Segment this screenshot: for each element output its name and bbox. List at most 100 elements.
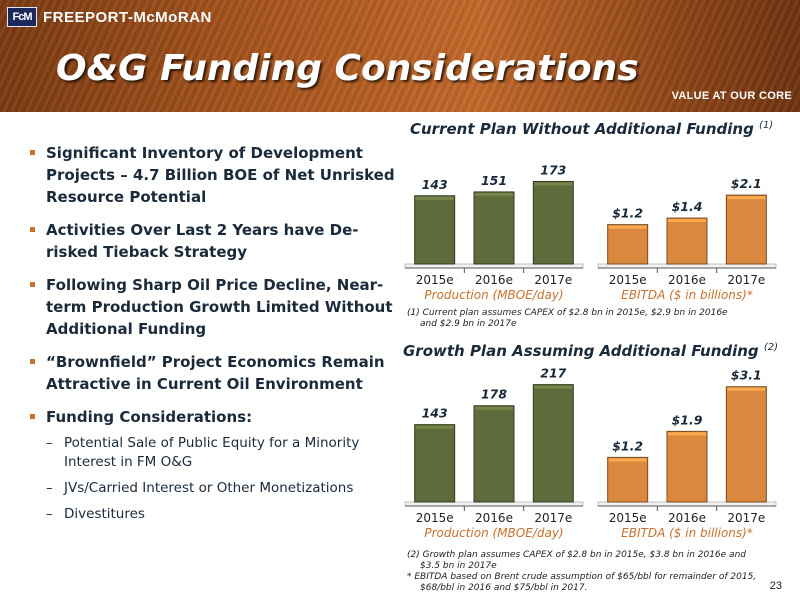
x-tick-label: 2016e <box>668 511 706 525</box>
bullet-icon <box>30 282 35 287</box>
bar <box>532 384 574 503</box>
banner-texture <box>0 0 800 112</box>
x-axis-caption: Production (MBOE/day) <box>424 526 563 540</box>
bar <box>473 405 515 503</box>
x-axis-caption: EBITDA ($ in billions)* <box>621 526 753 540</box>
data-label: $1.2 <box>612 206 643 221</box>
bar-highlight <box>415 425 454 429</box>
x-tick-label: 2015e <box>416 511 454 525</box>
bullet-item: Activities Over Last 2 Years have De-ris… <box>30 219 400 263</box>
data-label: 143 <box>422 177 448 192</box>
footnote-line: $68/bbl in 2016 and $75/bbl in 2017. <box>420 583 588 593</box>
section-title-growth: Growth Plan Assuming Additional Funding … <box>403 342 778 360</box>
bar-highlight <box>727 196 766 200</box>
bar-highlight <box>668 219 706 223</box>
bar <box>666 430 708 503</box>
footnote-current-plan: (1) Current plan assumes CAPEX of $2.8 b… <box>407 308 728 330</box>
bullet-icon <box>30 414 35 419</box>
bar <box>532 180 574 265</box>
page-number: 23 <box>769 580 782 592</box>
chart-baseline-platform <box>597 501 777 507</box>
sub-bullet-text: JVs/Carried Interest or Other Monetizati… <box>64 480 354 496</box>
section-footnote-ref: (1) <box>759 120 774 131</box>
bullet-item: Significant Inventory of Development Pro… <box>30 142 400 208</box>
footnote-line: (1) Current plan assumes CAPEX of $2.8 b… <box>407 308 728 318</box>
bar-highlight <box>534 385 573 389</box>
bullet-text: Funding Considerations: <box>46 408 253 426</box>
data-label: 143 <box>422 406 448 421</box>
sub-bullet-item: – Potential Sale of Public Equity for a M… <box>46 434 400 472</box>
bar <box>607 456 649 503</box>
data-label: $1.9 <box>672 412 703 427</box>
bar-highlight <box>475 406 513 410</box>
data-label: 151 <box>481 173 507 188</box>
bar-highlight <box>415 196 454 200</box>
x-tick-label: 2016e <box>668 273 706 287</box>
bar-highlight <box>608 225 647 229</box>
x-tick-label: 2015e <box>609 511 647 525</box>
footnote-line: * EBITDA based on Brent crude assumption… <box>407 572 757 582</box>
footnote-growth-plan: (2) Growth plan assumes CAPEX of $2.8 bn… <box>407 550 756 594</box>
bullet-icon <box>30 150 35 155</box>
bar <box>607 224 649 265</box>
bar-highlight <box>608 458 647 462</box>
bar <box>473 191 515 265</box>
sub-bullet-list: – Potential Sale of Public Equity for a M… <box>46 434 400 524</box>
bullet-text: Activities Over Last 2 Years have De-ris… <box>46 221 359 261</box>
chart-baseline-platform <box>404 263 584 269</box>
bullet-icon <box>30 227 35 232</box>
bar <box>725 386 767 503</box>
company-name: FREEPORT-McMoRAN <box>43 9 212 26</box>
chart-baseline-platform <box>597 263 777 269</box>
chart-baseline-platform <box>404 501 584 507</box>
dash-icon: – <box>46 506 53 522</box>
x-tick-label: 2017e <box>727 273 765 287</box>
x-tick-label: 2017e <box>534 511 572 525</box>
footnote-line: (2) Growth plan assumes CAPEX of $2.8 bn… <box>407 550 746 560</box>
data-label: $2.1 <box>731 176 762 191</box>
bar-highlight <box>668 432 706 436</box>
sub-bullet-text: Potential Sale of Public Equity for a Mi… <box>64 435 360 470</box>
x-axis-caption: EBITDA ($ in billions)* <box>621 288 753 302</box>
section-footnote-ref: (2) <box>763 342 779 353</box>
section-title-current: Current Plan Without Additional Funding … <box>410 120 773 138</box>
bar <box>666 217 708 265</box>
dash-icon: – <box>46 480 53 496</box>
section-title-text: Growth Plan Assuming Additional Funding <box>403 342 759 360</box>
sub-bullet-text: Divestitures <box>64 506 145 522</box>
company-logo: FcM <box>7 7 37 27</box>
sub-bullet-item: – JVs/Carried Interest or Other Monetizat… <box>46 479 400 498</box>
x-tick-label: 2015e <box>609 273 647 287</box>
bullet-item: Following Sharp Oil Price Decline, Near-… <box>30 274 400 340</box>
x-tick-label: 2015e <box>416 273 454 287</box>
x-axis-caption: Production (MBOE/day) <box>424 288 563 302</box>
data-label: 178 <box>481 387 507 402</box>
bar-highlight <box>534 182 573 186</box>
data-label: $3.1 <box>731 368 762 383</box>
data-label: $1.4 <box>672 199 703 214</box>
data-label: 173 <box>540 162 566 177</box>
x-tick-label: 2016e <box>475 273 513 287</box>
bullet-icon <box>30 359 35 364</box>
section-title-text: Current Plan Without Additional Funding <box>410 120 754 138</box>
bullet-list: Significant Inventory of Development Pro… <box>30 142 400 531</box>
bullet-text: “Brownfield” Project Economics Remain At… <box>46 353 385 393</box>
bullet-text: Significant Inventory of Development Pro… <box>46 144 395 206</box>
footnote-line: $3.5 bn in 2017e <box>420 561 497 571</box>
data-label: 217 <box>540 366 566 381</box>
data-label: $1.2 <box>612 438 643 453</box>
header-banner: FcM FREEPORT-McMoRAN O&G Funding Conside… <box>0 0 800 112</box>
x-tick-label: 2017e <box>534 273 572 287</box>
sub-bullet-item: – Divestitures <box>46 505 400 524</box>
footnote-line: and $2.9 bn in 2017e <box>420 319 517 329</box>
bullet-item: Funding Considerations: <box>30 406 400 428</box>
x-tick-label: 2017e <box>727 511 765 525</box>
dash-icon: – <box>46 435 53 451</box>
x-tick-label: 2016e <box>475 511 513 525</box>
bar <box>725 194 767 265</box>
bar <box>414 195 456 265</box>
page-title: O&G Funding Considerations <box>56 48 639 89</box>
bar-highlight <box>727 387 766 391</box>
tagline: VALUE AT OUR CORE <box>671 90 792 102</box>
